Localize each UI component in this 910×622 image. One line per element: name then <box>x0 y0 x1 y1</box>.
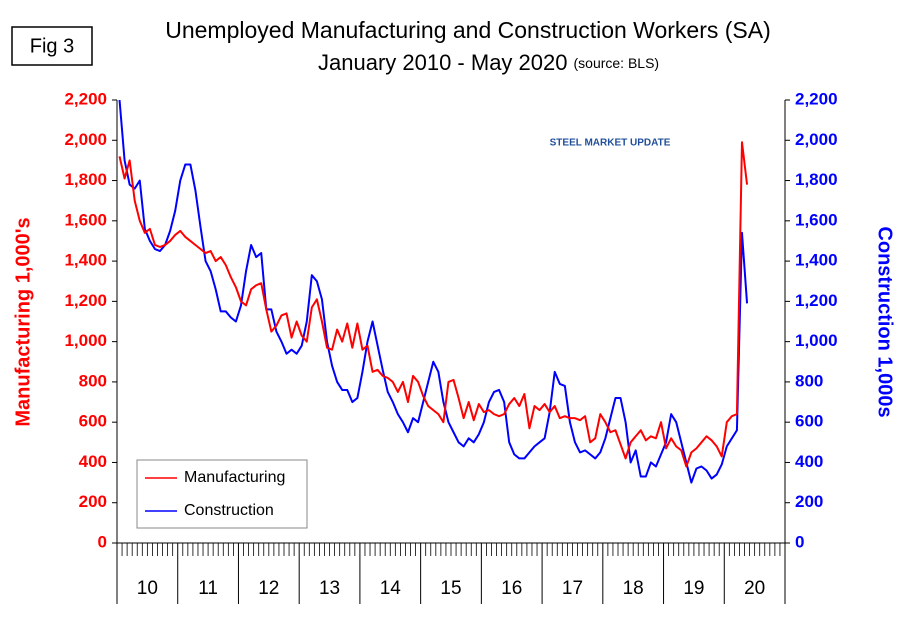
legend-label: Manufacturing <box>184 469 285 486</box>
y2-tick-label: 2,000 <box>795 130 838 149</box>
y2-tick-label: 1,800 <box>795 170 838 189</box>
x-tick-label: 15 <box>440 578 461 599</box>
y2-tick-label: 400 <box>795 452 823 471</box>
x-tick-label: 11 <box>198 578 218 599</box>
y2-tick-label: 2,200 <box>795 89 838 108</box>
y-tick-label: 1,200 <box>64 291 107 310</box>
x-tick-label: 14 <box>380 578 402 599</box>
y-tick-label: 2,200 <box>64 89 107 108</box>
y-tick-label: 1,800 <box>64 170 107 189</box>
x-tick-label: 12 <box>258 578 279 599</box>
y-tick-label: 800 <box>79 371 107 390</box>
y2-tick-label: 1,000 <box>795 331 838 350</box>
y2-tick-label: 1,600 <box>795 210 838 229</box>
legend-box <box>136 459 308 529</box>
y-axis-label: Manufacturing 1,000's <box>12 217 34 426</box>
source: (source: BLS) <box>574 55 660 71</box>
chart-title: Unemployed Manufacturing and Constructio… <box>165 17 771 43</box>
y2-tick-label: 0 <box>795 532 804 551</box>
y-tick-label: 600 <box>79 412 107 431</box>
x-tick-label: 19 <box>683 578 704 599</box>
subtitle: January 2010 - May 2020 <box>318 50 568 75</box>
y2-axis-label: Construction 1,000s <box>874 226 896 417</box>
chart-subtitle: January 2010 - May 2020 (source: BLS) <box>318 50 659 75</box>
y-tick-label: 200 <box>79 492 107 511</box>
x-tick-label: 20 <box>744 578 765 599</box>
y2-tick-label: 800 <box>795 371 823 390</box>
y2-tick-label: 1,400 <box>795 251 838 270</box>
logo: STEEL MARKET UPDATE <box>550 138 671 149</box>
x-tick-label: 17 <box>562 578 583 599</box>
y2-tick-label: 200 <box>795 492 823 511</box>
y-tick-label: 400 <box>79 452 107 471</box>
y-tick-label: 0 <box>98 532 107 551</box>
x-tick-label: 16 <box>501 578 522 599</box>
fig-box <box>11 26 93 66</box>
y2-tick-label: 1,200 <box>795 291 838 310</box>
y-tick-label: 1,000 <box>64 331 107 350</box>
legend-label: Construction <box>184 502 274 519</box>
series-line <box>118 100 749 484</box>
y-tick-label: 2,000 <box>64 130 107 149</box>
y-tick-label: 1,400 <box>64 251 107 270</box>
x-tick-label: 13 <box>319 578 340 599</box>
fig-label: Fig 3 <box>30 35 74 57</box>
series-line <box>118 141 749 468</box>
x-tick-label: 10 <box>137 578 158 599</box>
y2-tick-label: 600 <box>795 412 823 431</box>
y-tick-label: 1,600 <box>64 210 107 229</box>
x-tick-label: 18 <box>623 578 644 599</box>
